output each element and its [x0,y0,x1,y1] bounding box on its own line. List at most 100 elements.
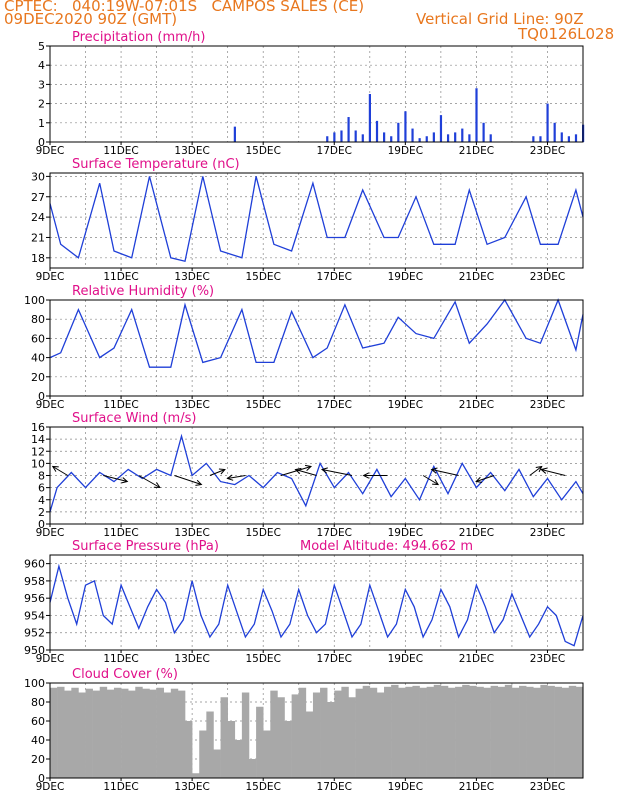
y-tick-label: 4 [38,59,45,72]
wind-line [49,433,584,513]
x-tick-label: 21DEC [459,527,494,539]
x-tick-label: 23DEC [530,527,565,539]
cloud-bar [64,690,72,778]
y-tick-label: 950 [24,644,45,657]
y-tick-label: 1 [38,117,45,130]
y-tick-label: 18 [31,252,45,265]
x-tick-label: 17DEC [317,781,352,793]
wind-vector [52,466,69,476]
cloud-bar [391,684,399,778]
cloud-bar [263,730,271,778]
y-tick-label: 2 [38,98,45,111]
x-tick-label: 9DEC [36,399,65,411]
precip-bar [383,132,386,142]
precip-bar [574,134,578,142]
cloud-bar [156,687,165,778]
cloud-bar [320,687,328,778]
cloud-bar [341,686,349,778]
y-tick-label: 956 [24,592,45,605]
cloud-bar [71,687,79,778]
temp-panel [46,172,584,271]
y-tick-label: 0 [38,518,45,531]
wind-arrowhead [226,474,234,481]
x-tick-label: 21DEC [459,653,494,665]
x-tick-label: 21DEC [459,399,494,411]
wind-arrowhead [195,479,203,486]
wind-vector [529,466,543,476]
y-tick-label: 80 [31,313,45,326]
cloud-bar [419,687,427,778]
cloud-bar [220,697,228,778]
precip-bar [461,128,464,142]
x-tick-label: 17DEC [317,145,352,157]
cloud-bar [376,692,385,778]
wind-vector [280,466,312,476]
y-tick-label: 40 [31,734,45,747]
precip-bar [333,132,336,142]
x-tick-label: 15DEC [245,145,280,157]
precip-bar [326,136,329,142]
wind-vector [209,469,226,476]
cloud-bar [99,686,108,778]
rh-line [49,298,584,368]
x-tick-label: 15DEC [245,653,280,665]
cloud-bar [241,692,250,778]
cloud-bar [312,692,321,778]
x-tick-label: 13DEC [174,399,209,411]
y-tick-label: 60 [31,332,45,345]
cloud-bar [426,686,435,778]
cloud-bar [554,686,562,778]
temp-title: Surface Temperature (nC) [72,157,240,172]
y-tick-label: 5 [38,40,45,53]
y-tick-label: 21 [31,231,45,244]
cloud-bar [561,687,570,778]
cloud-bar [135,686,143,778]
wind-vector [174,475,202,485]
y-tick-label: 8 [38,470,45,483]
cloud-bar [362,685,371,778]
cloud-bar [248,759,257,778]
x-tick-label: 11DEC [103,527,138,539]
y-tick-label: 40 [31,352,45,365]
x-tick-label: 15DEC [245,781,280,793]
cloud-bar [540,684,548,778]
y-tick-label: 954 [24,609,45,622]
precip-bar [439,115,443,142]
rh-frame [49,299,584,397]
wind-arrowhead [51,465,59,472]
y-tick-label: 20 [31,371,45,384]
x-tick-label: 23DEC [530,781,565,793]
x-tick-label: 21DEC [459,145,494,157]
precip-bar [567,136,570,142]
wind-vector [138,475,161,488]
wind-arrowhead [294,467,302,474]
precip-bar [375,120,379,142]
cloud-frame [49,682,584,779]
y-tick-label: 4 [38,494,45,507]
wind-arrowhead [218,468,226,475]
precip-bar [432,132,435,142]
x-tick-label: 19DEC [388,653,423,665]
cloud-bar [298,687,307,778]
precip-bar [425,136,428,142]
x-tick-label: 17DEC [317,527,352,539]
precip-bar [482,122,485,142]
cloud-bar [369,687,378,778]
x-tick-label: 9DEC [36,653,65,665]
x-tick-label: 21DEC [459,781,494,793]
wind-title: Surface Wind (m/s) [72,411,196,426]
cloud-bar [533,687,541,778]
wind-arrowhead [362,472,370,479]
cloud-bar [511,687,520,778]
cloud-bar [490,685,499,778]
precip-bar [418,138,421,142]
wind-vector [476,475,495,482]
x-tick-label: 19DEC [388,399,423,411]
run-date: 09DEC2020 90Z (GMT) [4,10,178,28]
wind-vector [321,469,353,476]
x-tick-label: 13DEC [174,781,209,793]
pressure-frame [49,554,584,651]
x-tick-label: 9DEC [36,145,65,157]
cloud-bar [85,688,93,778]
cloud-bar [447,687,456,778]
